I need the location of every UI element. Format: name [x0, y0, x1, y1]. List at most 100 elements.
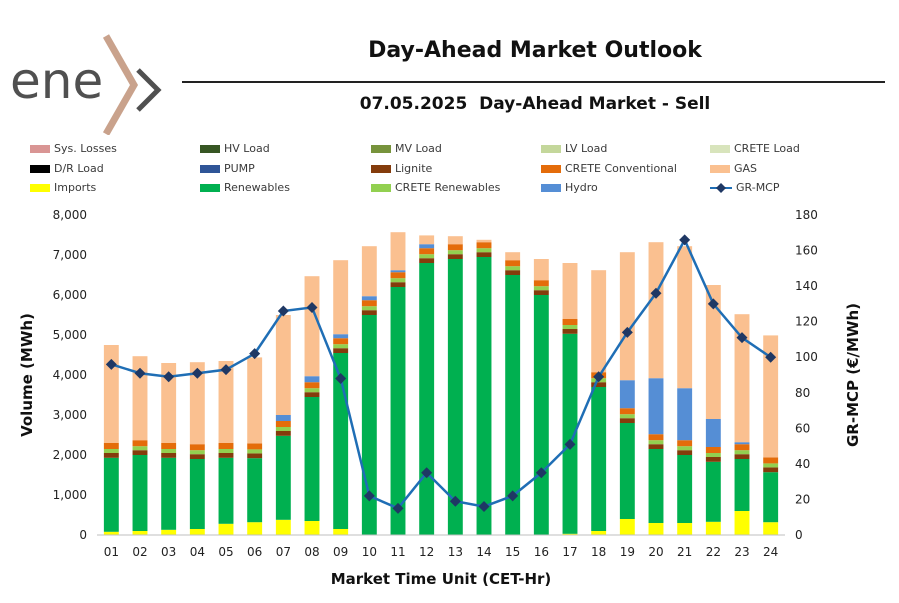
bar-segment-crete-conventional	[390, 272, 406, 279]
bar-segment-hydro	[648, 378, 664, 435]
bar-segment-renewables	[763, 472, 779, 523]
bar-segment-lignite	[419, 258, 435, 263]
bar-segment-crete-renewables	[734, 450, 750, 455]
bar-segment-crete-conventional	[734, 444, 750, 451]
bar-segment-gas	[648, 242, 664, 379]
bar-segment-gas	[161, 363, 177, 443]
bar-segment-crete-conventional	[132, 440, 148, 447]
page-title: Day-Ahead Market Outlook	[368, 38, 702, 63]
bar-segment-crete-renewables	[562, 325, 578, 329]
y2-tick-label: 60	[795, 421, 810, 435]
bar-segment-crete-renewables	[247, 449, 263, 454]
bar-segment-crete-renewables	[275, 427, 291, 431]
gr-mcp-marker	[306, 301, 318, 313]
bar-segment-crete-renewables	[103, 449, 119, 453]
bar-segment-lignite	[648, 444, 664, 449]
gr-mcp-line	[110, 237, 772, 510]
bar-segment-imports	[591, 531, 607, 535]
bar-segment-imports	[734, 511, 750, 535]
bar-segment-lignite	[562, 329, 578, 334]
chart-subtitle: 07.05.2025 Day-Ahead Market - Sell	[359, 94, 711, 114]
x-tick-label: 02	[132, 545, 147, 559]
bar-segment-crete-renewables	[333, 344, 349, 349]
bar-segment-renewables	[304, 397, 320, 521]
bar-segment-lignite	[333, 348, 349, 353]
bar-segment-gas	[677, 246, 693, 389]
gr-mcp-marker	[707, 298, 719, 310]
bar-segment-crete-renewables	[505, 266, 521, 271]
bar-segment-crete-renewables	[419, 254, 435, 259]
x-tick-label: 20	[648, 545, 663, 559]
bar-segment-crete-renewables	[533, 286, 549, 291]
bar-segment-imports	[562, 533, 578, 535]
bar-segment-crete-renewables	[132, 446, 148, 451]
bar-segment-lignite	[189, 454, 205, 459]
gr-mcp-marker	[478, 501, 490, 513]
bar-segment-imports	[161, 529, 177, 535]
bar-segment-crete-conventional	[333, 338, 349, 345]
y-axis-title: Volume (MWh)	[18, 313, 36, 437]
x-tick-label: 22	[706, 545, 721, 559]
logo-wordmark: ene	[10, 52, 103, 110]
bar-segment-renewables	[619, 423, 635, 519]
bar-segment-crete-renewables	[304, 388, 320, 393]
gr-mcp-marker	[621, 326, 633, 338]
bar-segment-imports	[648, 523, 664, 535]
bar-segment-crete-renewables	[189, 450, 205, 455]
bar-segment-hydro	[677, 388, 693, 441]
y-tick-label: 3,000	[53, 408, 87, 422]
y-tick-label: 0	[79, 528, 87, 542]
bar-segment-renewables	[533, 295, 549, 535]
bar-segment-renewables	[447, 259, 463, 535]
bar-segment-imports	[763, 522, 779, 535]
y-tick-label: 4,000	[53, 368, 87, 382]
x-tick-label: 11	[390, 545, 405, 559]
bar-segment-crete-renewables	[705, 453, 721, 457]
bar-segment-crete-conventional	[505, 260, 521, 267]
x-tick-label: 16	[534, 545, 549, 559]
bar-segment-gas	[361, 246, 377, 297]
gr-mcp-marker	[220, 364, 232, 376]
bar-segment-lignite	[218, 453, 234, 458]
bar-segment-crete-conventional	[275, 421, 291, 427]
bar-segment-lignite	[103, 453, 119, 458]
bar-segment-renewables	[189, 459, 205, 529]
title-divider	[182, 81, 885, 83]
gr-mcp-marker	[392, 502, 404, 514]
bar-segment-imports	[189, 529, 205, 535]
bar-segment-lignite	[476, 252, 492, 257]
bar-segment-hydro	[734, 442, 750, 445]
bar-segment-crete-renewables	[648, 440, 664, 445]
gr-mcp-marker	[507, 490, 519, 502]
bar-segment-crete-renewables	[218, 449, 234, 453]
bar-segment-lignite	[304, 392, 320, 397]
bar-segment-imports	[619, 519, 635, 535]
bar-segment-hydro	[705, 419, 721, 447]
x-tick-label: 15	[505, 545, 520, 559]
x-tick-label: 04	[190, 545, 205, 559]
y2-tick-label: 0	[795, 528, 803, 542]
gr-mcp-marker	[564, 438, 576, 450]
bar-segment-lignite	[247, 453, 263, 459]
gr-mcp-marker	[650, 287, 662, 299]
gr-mcp-marker	[191, 367, 203, 379]
bar-segment-crete-renewables	[677, 446, 693, 451]
bar-segment-lignite	[591, 382, 607, 387]
bar-segment-gas	[189, 362, 205, 445]
bar-segment-renewables	[591, 387, 607, 531]
bar-segment-imports	[304, 521, 320, 535]
bar-segment-lignite	[161, 453, 177, 458]
bar-segment-imports	[218, 523, 234, 535]
x-tick-label: 23	[734, 545, 749, 559]
bar-segment-gas	[619, 252, 635, 381]
bar-segment-gas	[705, 285, 721, 419]
bar-segment-lignite	[275, 431, 291, 436]
bar-segment-gas	[103, 345, 119, 443]
gr-mcp-marker	[335, 373, 347, 385]
x-tick-label: 17	[562, 545, 577, 559]
bar-segment-gas	[247, 357, 263, 444]
y-tick-label: 5,000	[53, 328, 87, 342]
bar-segment-hydro	[275, 415, 291, 421]
bar-segment-lignite	[705, 457, 721, 462]
